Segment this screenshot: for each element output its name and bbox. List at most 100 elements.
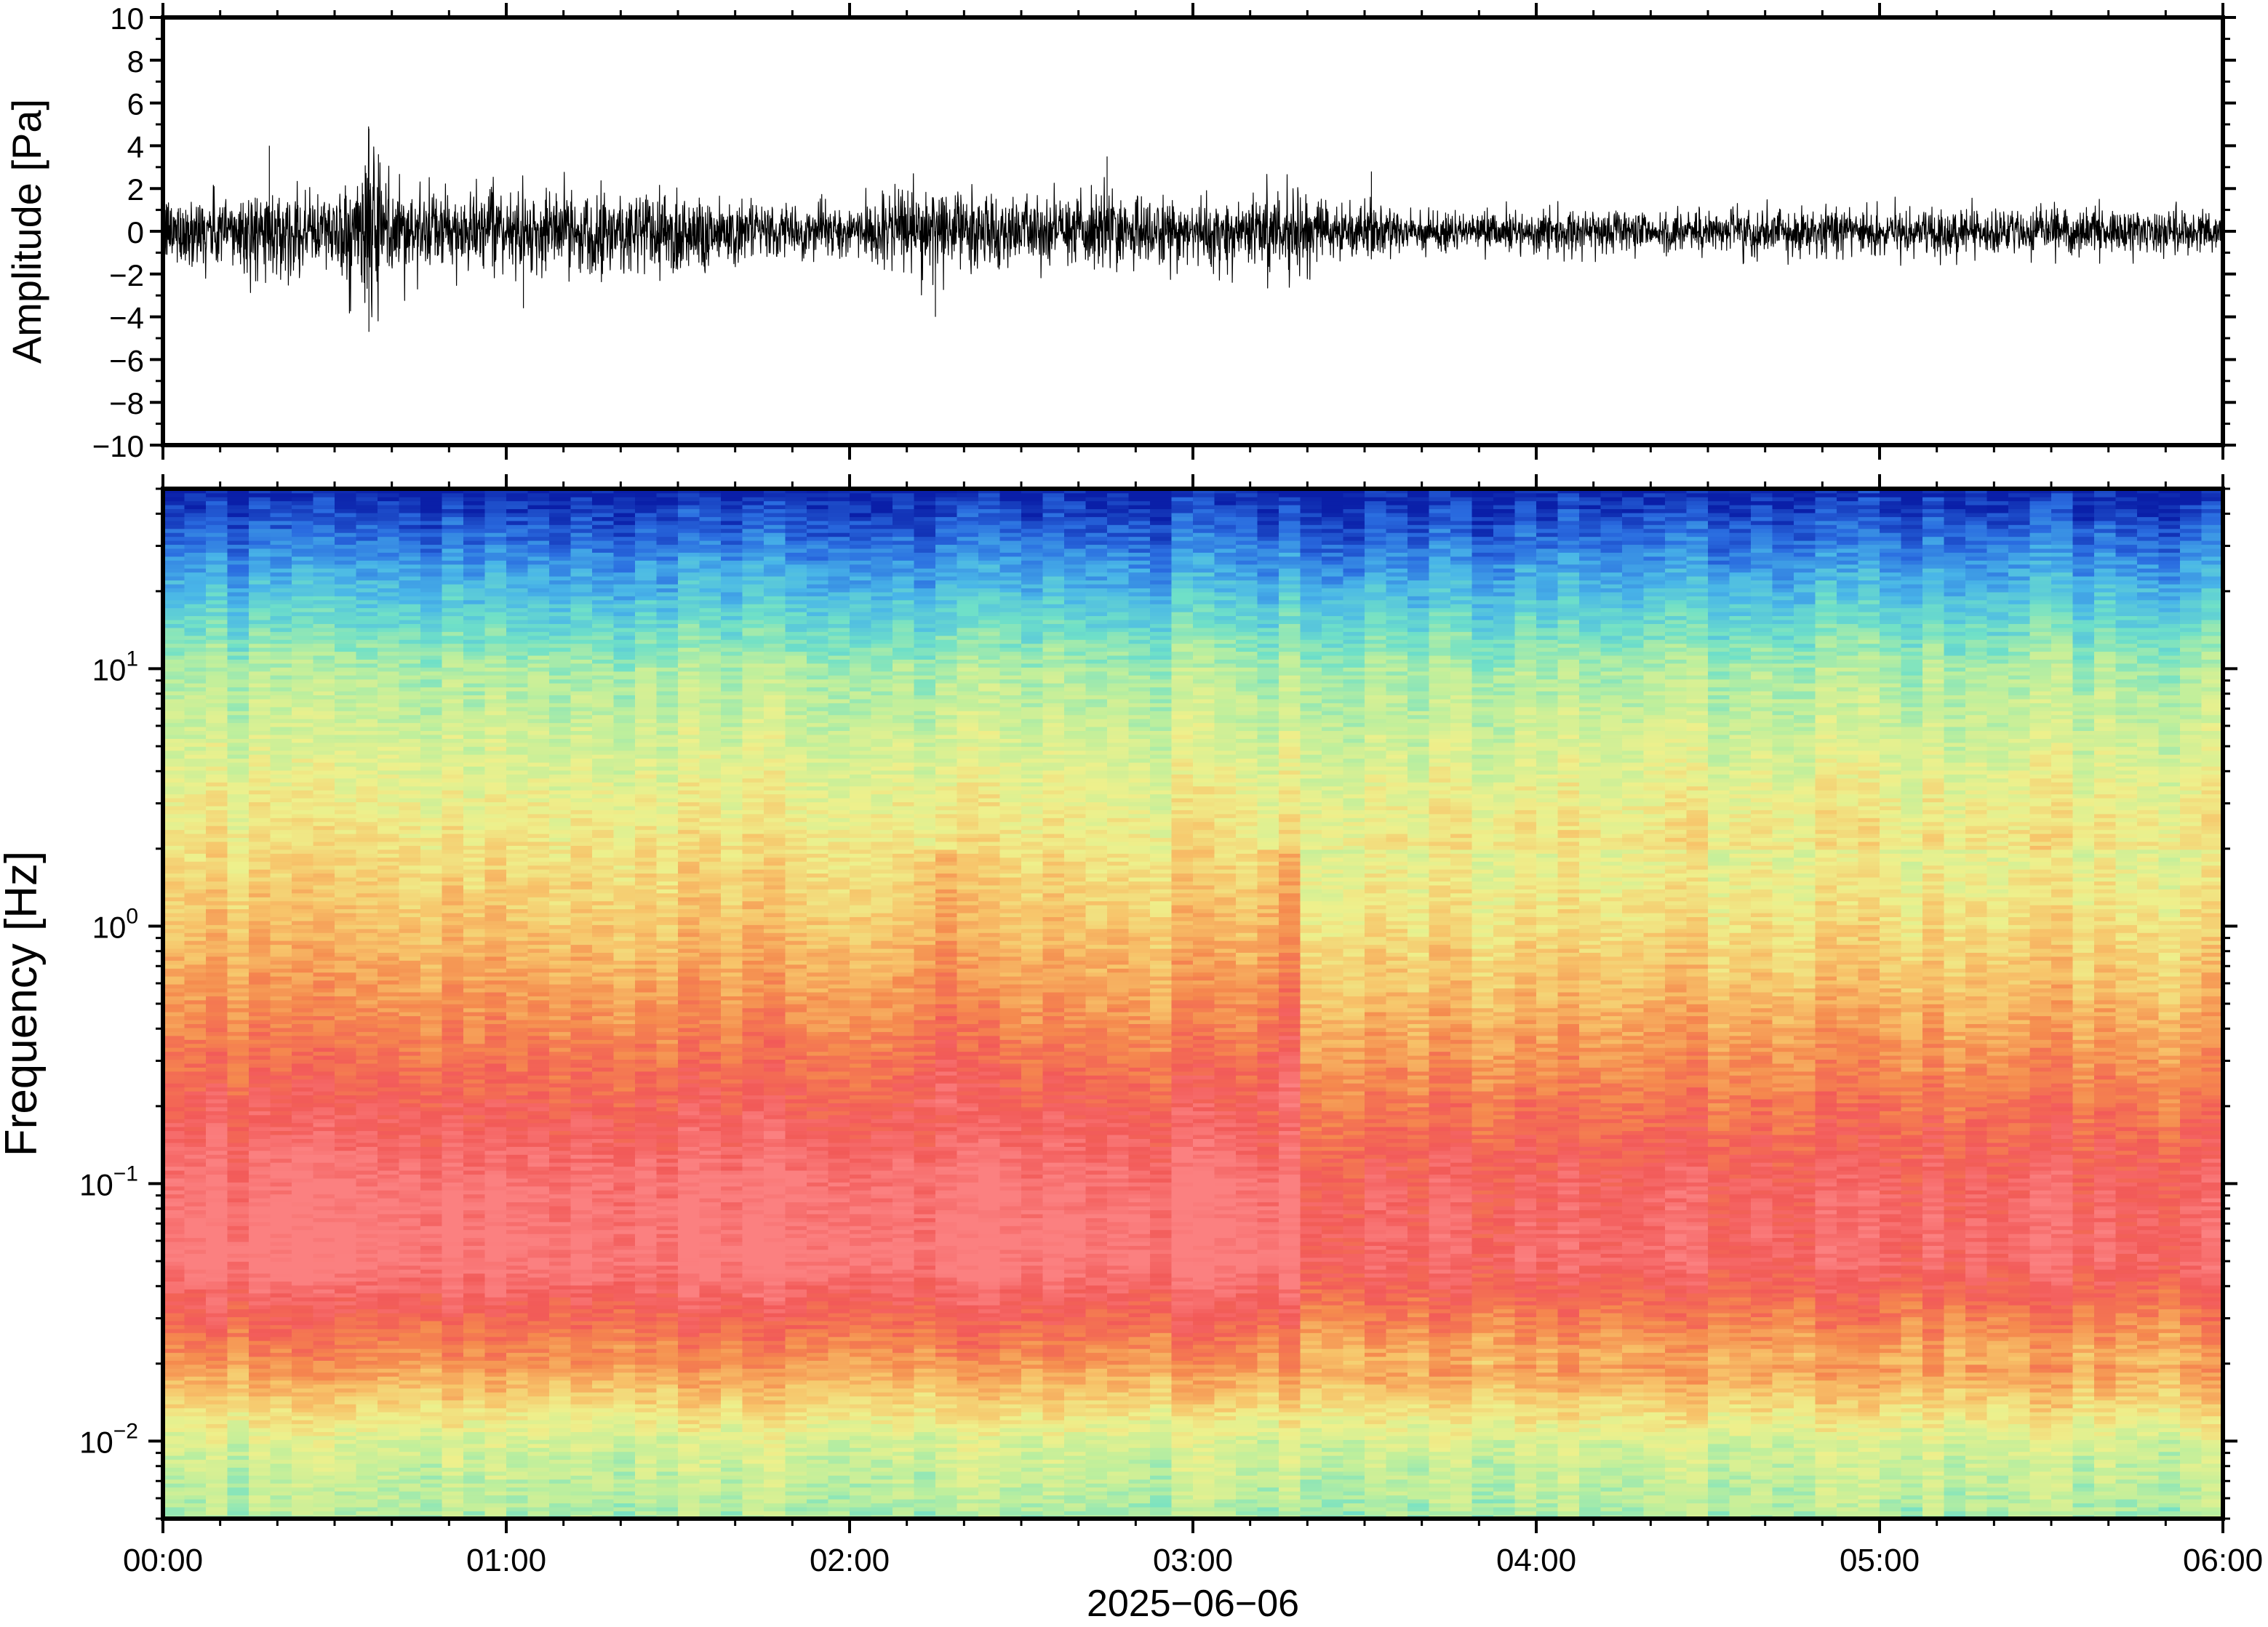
spectrogram-cell — [335, 1135, 356, 1139]
spectrogram-cell — [506, 1012, 528, 1016]
spectrogram-cell — [335, 1289, 356, 1293]
spectrogram-cell — [442, 548, 464, 553]
spectrogram-cell — [228, 865, 249, 869]
spectrogram-cell — [463, 1135, 485, 1139]
spectrogram-cell — [335, 1467, 356, 1471]
spectrogram-cell — [549, 1344, 571, 1348]
spectrogram-cell — [485, 1376, 507, 1380]
spectrogram-cell — [228, 521, 249, 525]
spectrogram-cell — [442, 1210, 464, 1214]
spectrogram-cell — [228, 1300, 249, 1305]
spectrogram-cell — [292, 580, 314, 584]
spectrogram-cell — [506, 1336, 528, 1340]
spectrogram-cell — [163, 604, 185, 608]
spectrogram-cell — [485, 980, 507, 984]
spectrogram-cell — [463, 1214, 485, 1218]
spectrogram-cell — [335, 643, 356, 647]
spectrogram-cell — [378, 1154, 399, 1159]
spectrogram-cell — [314, 1015, 335, 1020]
spectrogram-cell — [442, 1198, 464, 1202]
spectrogram-cell — [506, 940, 528, 945]
spectrogram-cell — [163, 1087, 185, 1091]
spectrogram-cell — [549, 869, 571, 874]
spectrogram-cell — [206, 588, 228, 592]
spectrogram-cell — [528, 1364, 550, 1369]
spectrogram-cell — [420, 1459, 442, 1463]
spectrogram-cell — [249, 655, 271, 660]
spectrogram-cell — [378, 683, 399, 687]
spectrogram-cell — [249, 556, 271, 561]
spectrogram-cell — [185, 683, 207, 687]
spectrogram-cell — [206, 1507, 228, 1511]
spectrogram-cell — [271, 1348, 292, 1353]
spectrogram-cell — [163, 850, 185, 854]
spectrogram-cell — [206, 1356, 228, 1361]
spectrogram-cell — [292, 1146, 314, 1151]
spectrogram-cell — [163, 540, 185, 545]
spectrogram-cell — [528, 1352, 550, 1356]
spectrogram-cell — [506, 1114, 528, 1119]
spectrogram-cell — [206, 556, 228, 561]
spectrogram-cell — [356, 639, 378, 644]
spectrogram-cell — [356, 758, 378, 762]
spectrogram-cell — [528, 754, 550, 759]
spectrogram-cell — [292, 809, 314, 814]
spectrogram-cell — [206, 738, 228, 743]
spectrogram-cell — [528, 679, 550, 683]
spectrogram-cell — [442, 1412, 464, 1416]
spectrogram-cell — [249, 1122, 271, 1127]
spectrogram-cell — [549, 829, 571, 834]
spectrogram-cell — [528, 643, 550, 647]
spectrogram-cell — [185, 929, 207, 933]
spectrogram-cell — [378, 1051, 399, 1055]
spectrogram-cell — [399, 905, 421, 909]
spectrogram-cell — [163, 1459, 185, 1463]
spectrogram-cell — [314, 584, 335, 588]
spectrogram-cell — [206, 865, 228, 869]
spectrogram-cell — [506, 1396, 528, 1400]
spectrogram-cell — [485, 1059, 507, 1063]
spectrogram-cell — [356, 1111, 378, 1115]
spectrogram-cell — [420, 1297, 442, 1301]
spectrogram-cell — [399, 1190, 421, 1194]
spectrogram-cell — [356, 1277, 378, 1282]
spectrogram-cell — [463, 1063, 485, 1068]
spectrogram-cell — [399, 738, 421, 743]
spectrogram-cell — [271, 1119, 292, 1123]
spectrogram-cell — [442, 1447, 464, 1452]
spectrogram-cell — [399, 1099, 421, 1103]
spectrogram-cell — [399, 620, 421, 624]
spectrogram-cell — [185, 972, 207, 976]
spectrogram-cell — [206, 869, 228, 874]
spectrogram-cell — [420, 1293, 442, 1298]
spectrogram-cell — [378, 719, 399, 723]
spectrogram-cell — [528, 1439, 550, 1444]
spectrogram-cell — [463, 1091, 485, 1095]
spectrogram-cell — [549, 1463, 571, 1468]
spectrogram-cell — [463, 1015, 485, 1020]
spectrogram-cell — [549, 988, 571, 992]
spectrogram-cell — [485, 857, 507, 861]
spectrogram-cell — [163, 944, 185, 948]
spectrogram-cell — [249, 809, 271, 814]
spectrogram-cell — [314, 1004, 335, 1008]
spectrogram-cell — [185, 1079, 207, 1083]
spectrogram-cell — [442, 1487, 464, 1491]
spectrogram-cell — [420, 735, 442, 739]
spectrogram-cell — [271, 801, 292, 806]
spectrogram-cell — [163, 968, 185, 972]
spectrogram-cell — [185, 1146, 207, 1151]
spectrogram-cell — [356, 1392, 378, 1396]
spectrogram-cell — [249, 675, 271, 679]
spectrogram-cell — [463, 1364, 485, 1369]
spectrogram-cell — [356, 929, 378, 933]
spectrogram-cell — [420, 1408, 442, 1412]
spectrogram-cell — [356, 1400, 378, 1404]
spectrogram-cell — [185, 679, 207, 683]
spectrogram-cell — [463, 564, 485, 568]
spectrogram-cell — [228, 1396, 249, 1400]
spectrogram-cell — [463, 1047, 485, 1052]
spectrogram-cell — [420, 548, 442, 553]
spectrogram-cell — [528, 924, 550, 929]
spectrogram-cell — [356, 1388, 378, 1392]
